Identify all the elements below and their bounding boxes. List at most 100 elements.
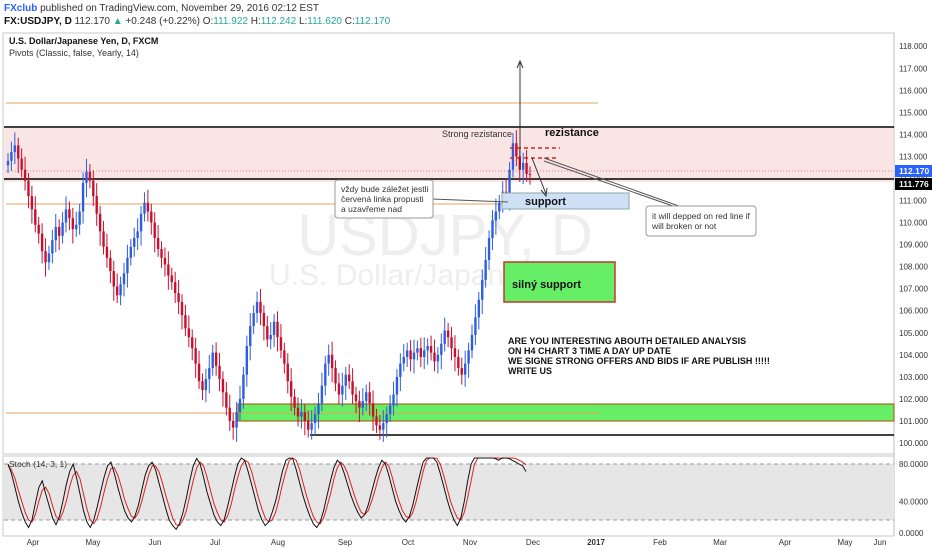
- open-label: O:: [202, 16, 214, 27]
- quote-line: FX:USDJPY, D 112.170 ▲ +0.248 (+0.22%) O…: [4, 16, 390, 27]
- english-note-line-1: it will depped on red line if: [652, 211, 750, 221]
- candle-body: [426, 345, 429, 351]
- candle-body: [334, 368, 337, 384]
- candle-body: [484, 260, 487, 280]
- candle-body: [289, 381, 293, 397]
- candle-body: [75, 224, 78, 230]
- candle-body: [191, 337, 194, 349]
- publish-line: FXclub published on TradingView.com, Nov…: [4, 3, 319, 14]
- candle-body: [320, 385, 324, 404]
- time-axis[interactable]: Apr May Jun Jul Aug Sep Oct Nov Dec 2017 Feb Mar Apr…: [27, 538, 887, 547]
- candle-body: [197, 363, 201, 382]
- level-badge-text: 111.776: [899, 179, 929, 189]
- candle-body: [508, 169, 511, 197]
- price-tick-label: 107.000: [899, 285, 928, 294]
- price-tick-label: 106.000: [899, 307, 928, 316]
- promo-line-1: ARE YOU INTERESTING ABOUTH DETAILED ANAL…: [508, 336, 746, 346]
- candle-body: [286, 363, 289, 382]
- candle-body: [245, 345, 249, 375]
- candle-body: [494, 211, 498, 221]
- time-tick-label: May: [837, 538, 852, 547]
- candle-body: [6, 160, 10, 166]
- candle-body: [211, 352, 214, 369]
- down-arrow-line: [531, 157, 547, 195]
- candle-body: [136, 231, 139, 238]
- chart-header: FXclub published on TradingView.com, Nov…: [0, 0, 932, 30]
- last-price: 112.170: [74, 16, 110, 27]
- candle-body: [457, 357, 460, 369]
- stoch-k-line: [7, 457, 527, 531]
- time-tick-label: Apr: [779, 538, 792, 547]
- support-box: [501, 192, 630, 210]
- candle-body: [344, 374, 347, 386]
- time-tick-label: May: [85, 538, 100, 547]
- candle-body: [259, 301, 262, 313]
- candle-body: [92, 180, 95, 197]
- candle-body: [163, 257, 167, 265]
- candle-body: [423, 350, 426, 358]
- candle-body: [467, 350, 470, 364]
- high-value: 112.242: [260, 16, 297, 27]
- candle-body: [194, 348, 197, 364]
- stoch-tick-label: 80.0000: [899, 460, 928, 469]
- czech-note-line-1: vždy bude záležet jestli: [341, 184, 429, 194]
- candle-body: [279, 337, 283, 351]
- candle-body: [361, 401, 365, 408]
- price-tick-label: 100.000: [899, 439, 928, 448]
- candle-body: [231, 420, 235, 428]
- rezistance-label: rezistance: [545, 127, 599, 139]
- czech-note-line-2: červená linka propusti: [341, 194, 424, 204]
- candle-body: [405, 350, 409, 358]
- candle-body: [272, 321, 276, 335]
- candle-body: [436, 354, 440, 362]
- candle-body: [498, 202, 501, 212]
- price-axis[interactable]: 118.000 117.000 116.000 115.000 114.000 113.0…: [899, 42, 928, 448]
- price-change: +0.248 (+0.22%): [125, 16, 200, 27]
- price-chart[interactable]: USDJPY, D U.S. Dollar/Japanese Yen suppo…: [0, 30, 932, 550]
- candle-body: [30, 196, 34, 210]
- candle-body: [446, 330, 450, 338]
- price-tick-label: 115.000: [899, 108, 928, 117]
- price-tick-label: 105.000: [899, 329, 928, 338]
- price-tick-label: 101.000: [899, 417, 928, 426]
- symbol-label[interactable]: FX:USDJPY, D: [4, 16, 72, 27]
- candle-body: [37, 224, 40, 234]
- candle-body: [27, 180, 30, 197]
- price-tick-label: 111.000: [899, 197, 927, 206]
- candle-body: [61, 222, 64, 236]
- candle-body: [242, 374, 245, 399]
- time-tick-label: Jul: [210, 538, 220, 547]
- candle-body: [266, 326, 269, 340]
- candle-body: [81, 182, 85, 212]
- czech-note-line-3: a uzavřeme nad: [341, 204, 402, 214]
- candle-body: [218, 365, 221, 380]
- candle-body: [150, 211, 153, 223]
- brand-link[interactable]: FXclub: [4, 3, 38, 14]
- candle-body: [221, 379, 225, 393]
- candle-body: [177, 293, 180, 302]
- candle-body: [252, 312, 255, 327]
- last-price-badge-text: 112.170: [899, 166, 930, 176]
- candle-body: [238, 398, 242, 413]
- price-tick-label: 118.000: [899, 42, 928, 51]
- last-price-badge: [895, 165, 932, 177]
- candle-body: [351, 381, 354, 395]
- candle-body: [184, 315, 187, 329]
- candle-body: [365, 392, 368, 402]
- time-tick-label: Nov: [463, 538, 477, 547]
- close-value: 112.170: [354, 16, 391, 27]
- candle-body: [47, 253, 51, 263]
- candle-body: [477, 299, 481, 318]
- candle-body: [98, 213, 102, 232]
- candle-body: [317, 403, 320, 415]
- candle-body: [262, 312, 266, 327]
- candle-body: [88, 171, 92, 181]
- time-tick-label: Sep: [338, 538, 353, 547]
- english-note-box: [645, 205, 757, 237]
- candle-body: [119, 284, 122, 296]
- candle-body: [13, 145, 17, 153]
- candle-body: [235, 412, 238, 428]
- stoch-tick-label: 40.0000: [899, 497, 928, 506]
- candle-body: [85, 171, 88, 183]
- candle-body: [269, 334, 272, 340]
